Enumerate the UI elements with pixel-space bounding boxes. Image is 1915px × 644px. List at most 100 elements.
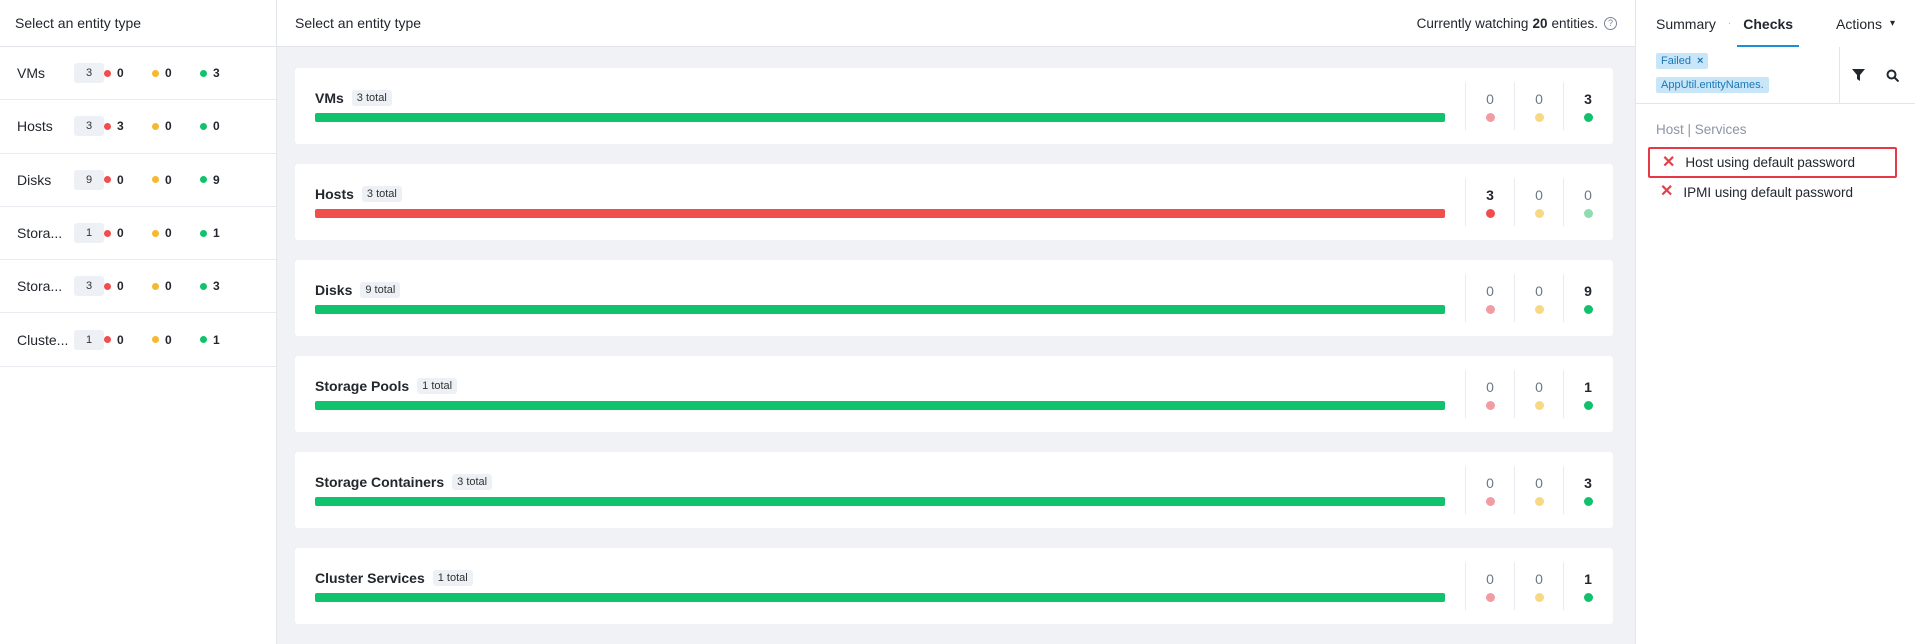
card-head: VMs 3 total [315, 90, 1445, 106]
warning-count: 0 [165, 66, 172, 80]
passed-count: 1 [1584, 571, 1592, 587]
entity-card[interactable]: VMs 3 total 0 0 3 [295, 68, 1613, 144]
entity-row-storage-pools[interactable]: Stora... 1 0 0 1 [0, 207, 276, 260]
warning-stat: 0 [152, 66, 200, 80]
entity-row-name: VMs [17, 65, 74, 81]
critical-count: 0 [1486, 379, 1494, 395]
critical-count: 0 [117, 279, 124, 293]
entity-row-count: 3 [74, 63, 104, 83]
passed-count: 1 [213, 226, 220, 240]
warning-count: 0 [165, 279, 172, 293]
card-total-badge: 3 total [352, 90, 392, 106]
critical-stat: 0 [1465, 466, 1514, 514]
green-dot-icon [1584, 113, 1593, 122]
filter-icon[interactable] [1850, 67, 1866, 83]
entity-row-count: 1 [74, 223, 104, 243]
close-icon[interactable]: × [1697, 55, 1703, 67]
filter-chip-entity[interactable]: AppUtil.entityNames. [1656, 77, 1769, 93]
card-main: Cluster Services 1 total [315, 570, 1465, 602]
tab-summary[interactable]: Summary [1656, 0, 1716, 47]
card-main: Disks 9 total [315, 282, 1465, 314]
critical-count: 3 [117, 119, 124, 133]
red-dot-icon [104, 176, 111, 183]
yellow-dot-icon [1535, 305, 1544, 314]
critical-stat: 3 [104, 119, 152, 133]
red-dot-icon [1486, 305, 1495, 314]
warning-count: 0 [165, 333, 172, 347]
actions-label: Actions [1836, 16, 1882, 32]
entity-card[interactable]: Storage Containers 3 total 0 0 3 [295, 452, 1613, 528]
checks-panel: Summary · Checks Actions ▾ Failed × AppU… [1635, 0, 1915, 644]
status-bar [315, 305, 1445, 314]
passed-count: 3 [213, 279, 220, 293]
red-dot-icon [104, 283, 111, 290]
warning-stat: 0 [1514, 562, 1563, 610]
warning-count: 0 [1535, 283, 1543, 299]
warning-stat: 0 [1514, 82, 1563, 130]
entity-row-count: 9 [74, 170, 104, 190]
card-title: VMs [315, 90, 344, 106]
actions-dropdown[interactable]: Actions ▾ [1836, 16, 1895, 32]
card-total-badge: 9 total [360, 282, 400, 298]
warning-stat: 0 [1514, 370, 1563, 418]
passed-stat: 3 [1563, 82, 1612, 130]
yellow-dot-icon [152, 123, 159, 130]
yellow-dot-icon [1535, 209, 1544, 218]
warning-stat: 0 [152, 226, 200, 240]
middle-title: Select an entity type [295, 15, 421, 31]
passed-count: 9 [1584, 283, 1592, 299]
entity-card[interactable]: Hosts 3 total 3 0 0 [295, 164, 1613, 240]
card-title: Storage Pools [315, 378, 409, 394]
entity-row-name: Stora... [17, 278, 74, 294]
warning-stat: 0 [152, 333, 200, 347]
red-dot-icon [104, 123, 111, 130]
watching-prefix: Currently watching [1417, 16, 1529, 31]
entity-row-hosts[interactable]: Hosts 3 3 0 0 [0, 100, 276, 153]
passed-stat: 1 [200, 333, 248, 347]
warning-stat: 0 [1514, 274, 1563, 322]
entity-row-cluster-services[interactable]: Cluste... 1 0 0 1 [0, 313, 276, 366]
red-dot-icon [104, 70, 111, 77]
warning-count: 0 [1535, 379, 1543, 395]
entity-row-storage-containers[interactable]: Stora... 3 0 0 3 [0, 260, 276, 313]
critical-stat: 0 [104, 279, 152, 293]
entity-row-disks[interactable]: Disks 9 0 0 9 [0, 154, 276, 207]
check-item-ipmi-default-password[interactable]: ✕ IPMI using default password [1648, 178, 1897, 206]
green-dot-icon [200, 230, 207, 237]
status-bar [315, 593, 1445, 602]
entity-cards: VMs 3 total 0 0 3 Hosts 3 total 3 0 0 Disks 9 total… [277, 47, 1635, 624]
entity-row-count: 3 [74, 276, 104, 296]
tab-separator: · [1728, 18, 1731, 29]
card-title: Hosts [315, 186, 354, 202]
warning-count: 0 [165, 119, 172, 133]
critical-stat: 0 [104, 173, 152, 187]
passed-count: 3 [1584, 91, 1592, 107]
passed-stat: 9 [1563, 274, 1612, 322]
passed-stat: 1 [1563, 562, 1612, 610]
card-main: Storage Containers 3 total [315, 474, 1465, 506]
help-icon[interactable]: ? [1604, 17, 1617, 30]
entity-card[interactable]: Storage Pools 1 total 0 0 1 [295, 356, 1613, 432]
yellow-dot-icon [152, 283, 159, 290]
search-icon[interactable] [1884, 67, 1900, 83]
card-head: Disks 9 total [315, 282, 1445, 298]
check-group-label: Host | Services [1636, 104, 1915, 147]
entity-card[interactable]: Cluster Services 1 total 0 0 1 [295, 548, 1613, 624]
entity-row-vms[interactable]: VMs 3 0 0 3 [0, 47, 276, 100]
red-dot-icon [1486, 113, 1495, 122]
red-dot-icon [104, 336, 111, 343]
entity-row-name: Disks [17, 172, 74, 188]
card-total-badge: 3 total [452, 474, 492, 490]
critical-stat: 0 [104, 66, 152, 80]
tab-checks[interactable]: Checks [1743, 0, 1793, 47]
passed-count: 3 [213, 66, 220, 80]
filter-chip-failed[interactable]: Failed × [1656, 53, 1708, 69]
yellow-dot-icon [1535, 497, 1544, 506]
check-item-host-default-password[interactable]: ✕ Host using default password [1648, 147, 1897, 178]
card-title: Cluster Services [315, 570, 425, 586]
entity-summary-panel: Select an entity type Currently watching… [277, 0, 1635, 644]
red-dot-icon [1486, 593, 1495, 602]
status-bar [315, 209, 1445, 218]
entity-card[interactable]: Disks 9 total 0 0 9 [295, 260, 1613, 336]
